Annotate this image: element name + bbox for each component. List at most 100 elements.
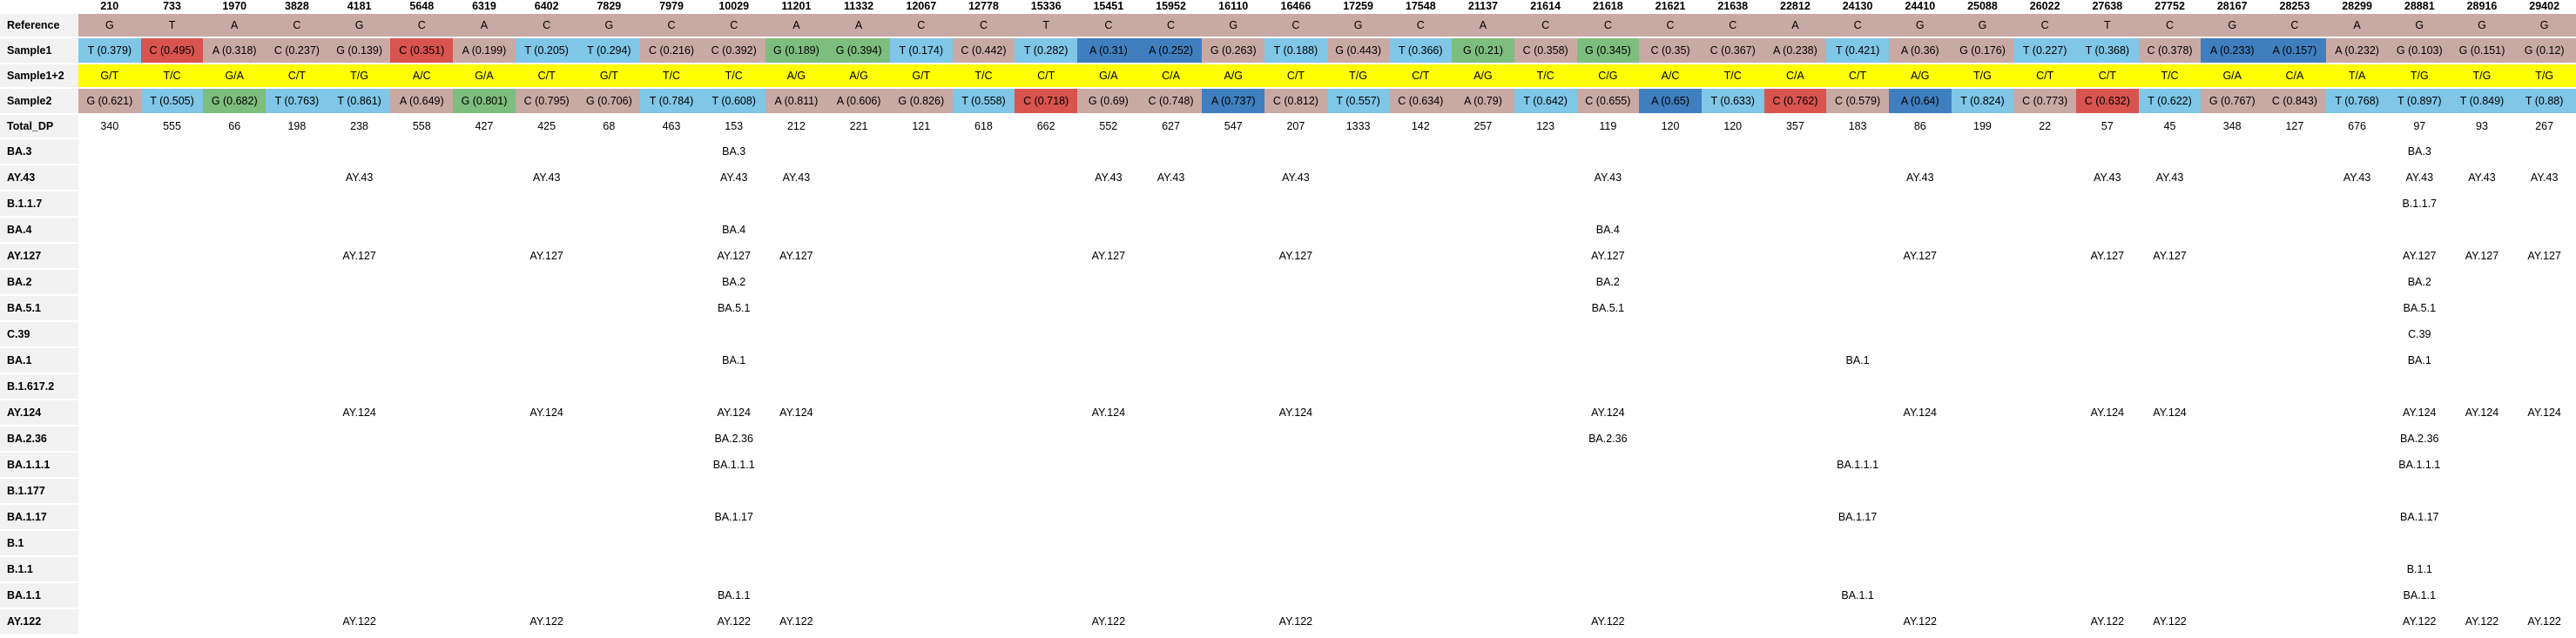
lineage-cell <box>827 479 890 503</box>
lineage-cell <box>1389 165 1452 190</box>
position-header: 12778 <box>968 0 999 12</box>
lineage-cell <box>2388 374 2451 399</box>
reference-base: C <box>1514 14 1577 37</box>
lineage-cell <box>640 191 703 216</box>
reference-base: G <box>2388 14 2451 37</box>
sample1-call: A (0.31) <box>1077 38 1140 63</box>
lineage-cell <box>453 218 516 242</box>
lineage-cell <box>2513 505 2576 529</box>
lineage-cell <box>2201 557 2263 581</box>
lineage-cell <box>2388 531 2451 555</box>
sample1-call: C (0.495) <box>140 38 204 63</box>
position-header: 15336 <box>1030 0 1062 12</box>
lineage-cell <box>2513 296 2576 320</box>
lineage-cell <box>1202 479 1264 503</box>
lineage-cell <box>1140 270 1203 294</box>
lineage-cell <box>1702 191 1764 216</box>
lineage-cell <box>1577 531 1640 555</box>
lineage-cell <box>1077 296 1140 320</box>
sample1-call: G (0.263) <box>1202 38 1265 63</box>
lineage-cell <box>328 505 391 529</box>
position-header: 3828 <box>285 0 309 12</box>
lineage-row: C.39 C.39 <box>0 322 2576 346</box>
lineage-cell <box>1452 531 1514 555</box>
sample2-row: Sample2 G (0.621) T (0.505) G (0.682) T (0.7… <box>0 89 2576 113</box>
lineage-cell <box>2139 531 2202 555</box>
sample1-call: A (0.318) <box>203 38 266 63</box>
lineage-cell <box>2451 139 2513 164</box>
lineage-cell: AY.43 <box>2468 171 2496 184</box>
sample2-call: C (0.718) <box>1015 89 1077 113</box>
lineage-cell <box>953 139 1015 164</box>
lineage-cell <box>2513 270 2576 294</box>
lineage-cell <box>1764 583 1827 608</box>
lineage-cell <box>2263 270 2326 294</box>
lineage-cell <box>1452 609 1514 634</box>
lineage-cell <box>141 165 204 190</box>
reference-base: G <box>2512 14 2576 37</box>
depth-value: 547 <box>1224 120 1243 132</box>
lineage-cell <box>141 583 204 608</box>
lineage-cell <box>328 479 391 503</box>
lineage-cell <box>2513 322 2576 346</box>
lineage-cell <box>890 191 953 216</box>
lineage-cell <box>328 374 391 399</box>
lineage-cell <box>1327 531 1390 555</box>
lineage-cell <box>640 557 703 581</box>
sample12-call: C/T <box>2013 64 2076 87</box>
sample1-call: A (0.233) <box>2201 38 2264 63</box>
sample1-call: G (0.12) <box>2512 38 2576 63</box>
lineage-cell <box>203 270 266 294</box>
lineage-cell <box>1264 218 1327 242</box>
lineage-cell <box>640 505 703 529</box>
lineage-cell <box>266 400 328 425</box>
lineage-cell <box>453 426 516 451</box>
lineage-cell <box>203 453 266 477</box>
lineage-cell <box>1514 244 1577 268</box>
reference-base: G <box>2201 14 2264 37</box>
lineage-cell <box>953 557 1015 581</box>
sample2-call: A (0.65) <box>1639 89 1702 113</box>
lineage-cell <box>765 270 828 294</box>
lineage-cell <box>1826 557 1889 581</box>
lineage-cell <box>328 531 391 555</box>
sample2-call: T (0.88) <box>2512 89 2576 113</box>
reference-base: G <box>2451 14 2513 37</box>
reference-base: C <box>702 14 765 37</box>
lineage-cell <box>640 322 703 346</box>
reference-base: A <box>203 14 266 37</box>
lineage-cell <box>1202 531 1264 555</box>
lineage-cell <box>203 479 266 503</box>
lineage-cell <box>1077 426 1140 451</box>
lineage-cell <box>203 531 266 555</box>
reference-base: C <box>2138 14 2202 37</box>
lineage-cell <box>1514 453 1577 477</box>
lineage-cell <box>1764 218 1827 242</box>
sample2-call: T (0.784) <box>640 89 703 113</box>
lineage-cell <box>266 531 328 555</box>
header-row: 210 733 1970 3828 4181 5648 6319 6402 7829 7979 10… <box>0 0 2576 14</box>
lineage-cell <box>2139 453 2202 477</box>
lineage-cell <box>1389 531 1452 555</box>
lineage-cell <box>890 165 953 190</box>
lineage-cell <box>453 165 516 190</box>
lineage-cell <box>1514 505 1577 529</box>
lineage-label: BA.5.1 <box>0 296 78 320</box>
lineage-cell: AY.124 <box>529 406 563 419</box>
lineage-cell <box>1952 296 2014 320</box>
lineage-cell <box>1452 270 1514 294</box>
lineage-cell <box>1015 400 1077 425</box>
lineage-cell <box>516 479 578 503</box>
lineage-cell: AY.124 <box>2527 406 2561 419</box>
sample1-call: G (0.189) <box>765 38 828 63</box>
lineage-cell <box>1015 296 1077 320</box>
position-header: 17259 <box>1343 0 1373 12</box>
lineage-cell <box>2013 557 2076 581</box>
depth-value: 618 <box>974 120 993 132</box>
lineage-cell: AY.124 <box>2090 406 2125 419</box>
sample1-call: C (0.358) <box>1514 38 1577 63</box>
lineage-cell <box>2076 348 2139 373</box>
total-dp-row: Total_DP 340 555 66 198 238 558 427 425 68 463 153 2… <box>0 115 2576 138</box>
depth-value: 93 <box>2476 120 2488 132</box>
sample1-call: G (0.151) <box>2451 38 2513 63</box>
